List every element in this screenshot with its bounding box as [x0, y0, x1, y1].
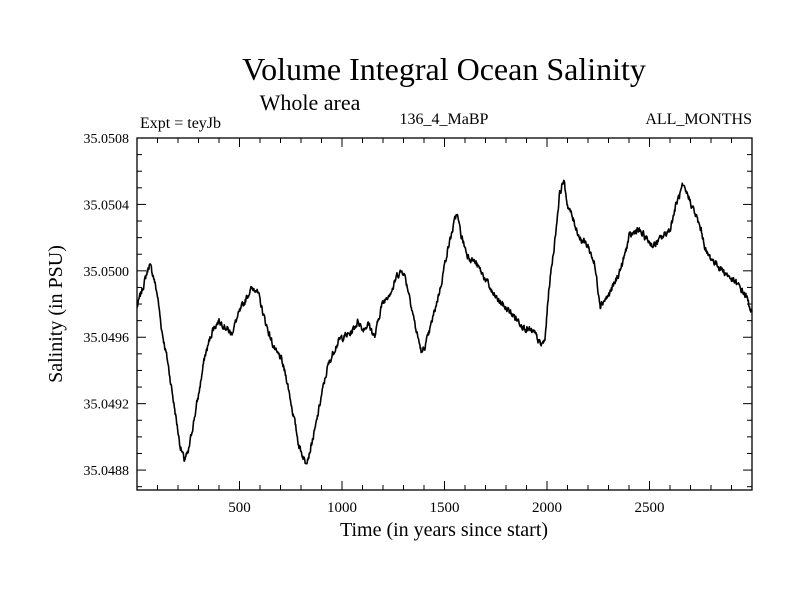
y-tick-label: 35.0500 — [84, 265, 130, 280]
months-label: ALL_MONTHS — [645, 111, 752, 128]
y-tick-label: 35.0492 — [84, 398, 130, 413]
x-axis-label: Time (in years since start) — [340, 519, 548, 541]
salinity-series-line — [136, 179, 753, 465]
x-tick-label: 2500 — [635, 500, 665, 516]
chart-subtitle: Whole area — [260, 90, 361, 115]
x-tick-label: 1000 — [327, 500, 357, 516]
x-tick-label: 1500 — [430, 500, 460, 516]
chart-title: Volume Integral Ocean Salinity — [242, 51, 646, 87]
plot-frame — [136, 137, 753, 491]
y-tick-label: 35.0496 — [84, 331, 130, 346]
y-tick-label: 35.0504 — [84, 198, 130, 213]
x-tick-label: 500 — [228, 500, 251, 516]
x-axis: 500 1000 1500 2000 2500 — [157, 138, 732, 516]
x-tick-label: 2000 — [532, 500, 562, 516]
y-axis: 35.0488 35.0492 35.0496 35.0500 35.0504 35.05… — [84, 132, 752, 488]
y-tick-label: 35.0488 — [84, 464, 130, 479]
experiment-label: Expt = teyJb — [140, 115, 221, 132]
y-axis-label: Salinity (in PSU) — [45, 245, 67, 383]
y-tick-label: 35.0508 — [84, 132, 130, 147]
run-id-label: 136_4_MaBP — [400, 111, 489, 128]
